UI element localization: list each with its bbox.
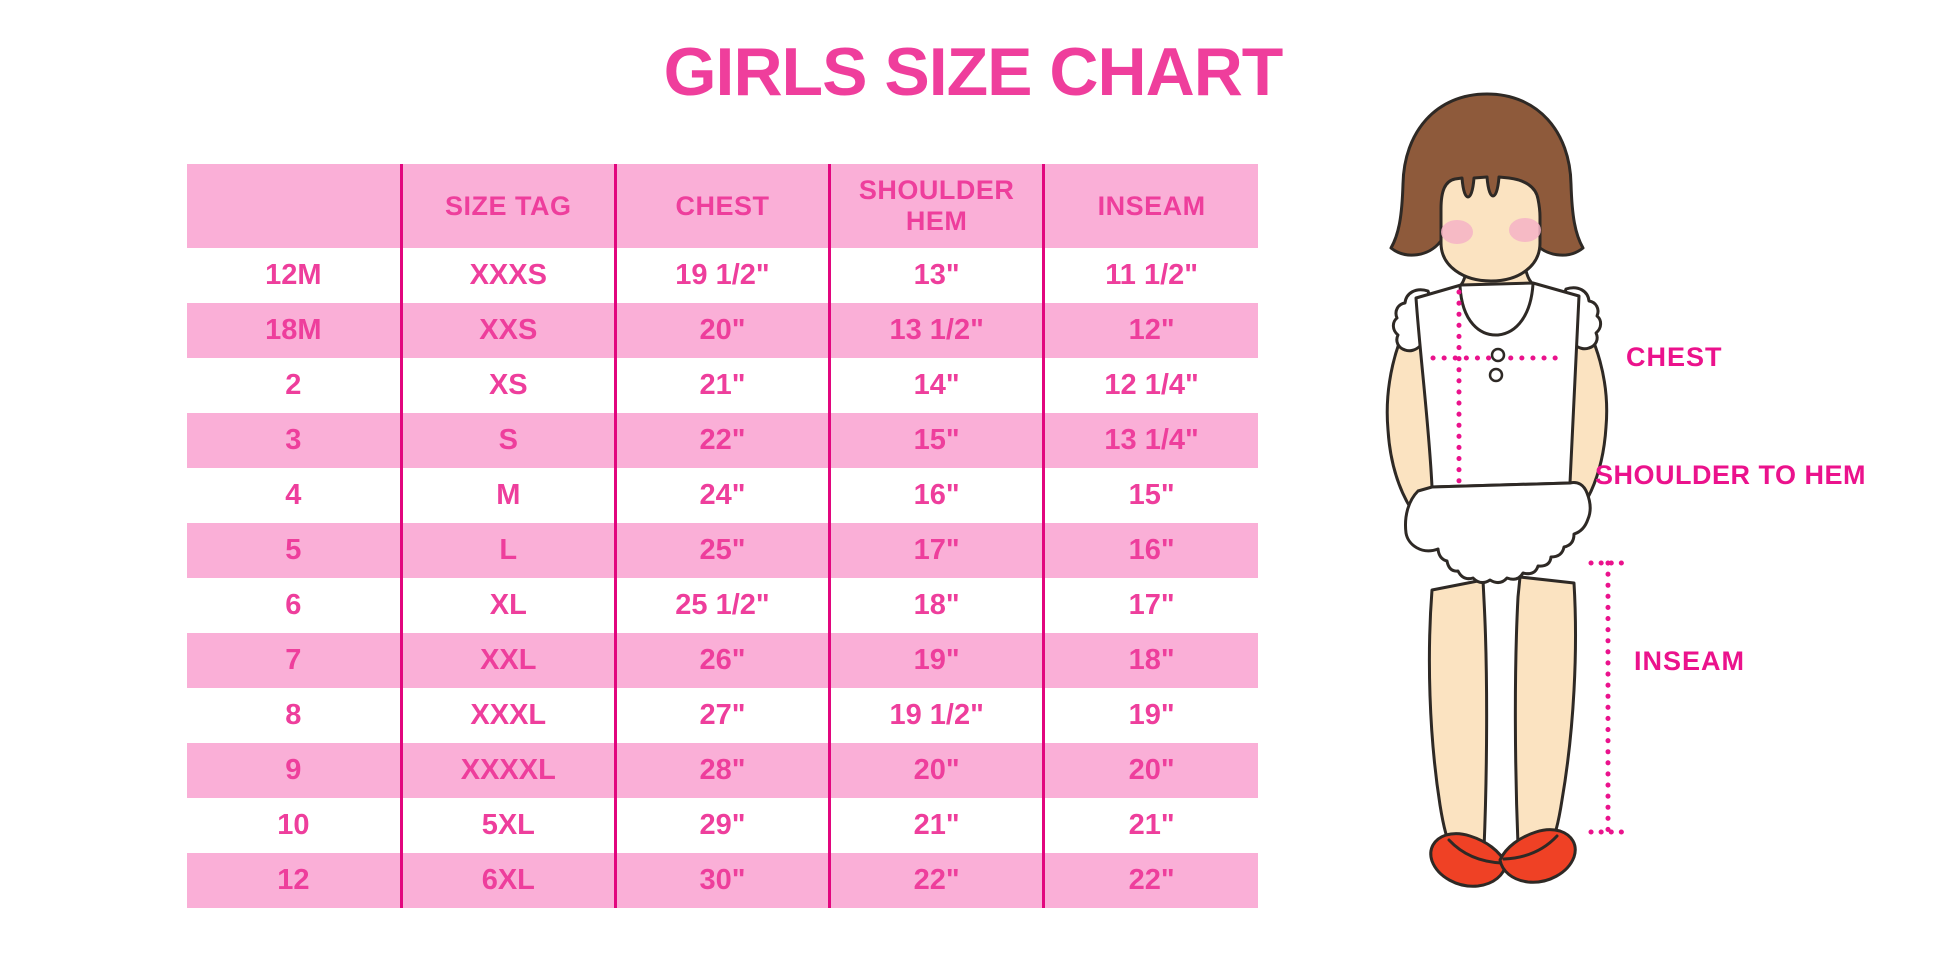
table-cell: 29": [613, 798, 830, 853]
girl-measurement-figure: [1370, 85, 1640, 905]
table-cell: 18": [828, 578, 1044, 633]
table-cell: 17": [1042, 578, 1258, 633]
girl-shoes: [1429, 828, 1577, 888]
table-cell: 24": [613, 468, 830, 523]
table-row: 5 L 25" 17" 16": [187, 523, 1258, 578]
table-cell: XXS: [399, 303, 616, 358]
table-cell: 21": [828, 798, 1044, 853]
column-header: SIZE TAG: [399, 164, 616, 248]
table-cell: 12": [1042, 303, 1258, 358]
table-cell: 15": [1042, 468, 1258, 523]
table-cell: 25": [613, 523, 830, 578]
table-row: 3 S 22" 15" 13 1/4": [187, 413, 1258, 468]
table-cell: 16": [828, 468, 1044, 523]
table-row: 7 XXL 26" 19" 18": [187, 633, 1258, 688]
table-cell: 19 1/2": [828, 688, 1044, 743]
table-cell: 7: [285, 644, 302, 676]
table-cell: 20": [828, 743, 1044, 798]
table-cell: XXXXL: [399, 743, 616, 798]
table-cell: 6XL: [399, 853, 616, 908]
measurement-lines: [1430, 289, 1628, 835]
table-cell: 21": [613, 358, 830, 413]
girl-blush: [1441, 218, 1541, 244]
table-row: 2 XS 21" 14" 12 1/4": [187, 358, 1258, 413]
girl-face: [1439, 175, 1542, 283]
table-cell: 11 1/2": [1042, 248, 1258, 303]
table-cell: 21": [1042, 798, 1258, 853]
table-cell: 27": [613, 688, 830, 743]
table-cell: 10: [277, 809, 310, 841]
column-header: [187, 164, 401, 248]
table-cell: 17": [828, 523, 1044, 578]
table-cell: XXXS: [399, 248, 616, 303]
table-cell: 22": [828, 853, 1044, 908]
girl-buttons: [1488, 347, 1506, 383]
size-table-body: 12M XXXS 19 1/2" 13" 11 1/2" 18M XXS 20" 13 1/2"…: [187, 248, 1258, 908]
table-cell: 22": [1042, 853, 1258, 908]
table-cell: 20": [613, 303, 830, 358]
table-row: 12 6XL 30" 22" 22": [187, 853, 1258, 908]
table-cell: 15": [828, 413, 1044, 468]
table-cell: 3: [285, 424, 302, 456]
table-row: 4 M 24" 16" 15": [187, 468, 1258, 523]
table-cell: 2: [285, 369, 302, 401]
shoulder-to-hem-label: SHOULDER TO HEM: [1595, 460, 1867, 490]
size-table-header: SIZE TAG CHEST SHOULDER HEM INSEAM: [187, 164, 1258, 248]
table-cell: XXL: [399, 633, 616, 688]
girl-top: [1414, 281, 1581, 489]
table-cell: 13": [828, 248, 1044, 303]
table-cell: XS: [399, 358, 616, 413]
page-title: GIRLS SIZE CHART: [663, 34, 1284, 110]
table-cell: XL: [399, 578, 616, 633]
table-cell: 9: [285, 754, 302, 786]
table-cell: 19 1/2": [613, 248, 830, 303]
table-cell: L: [399, 523, 616, 578]
table-cell: XXXL: [399, 688, 616, 743]
table-cell: 12M: [265, 259, 322, 291]
table-cell: 12 1/4": [1042, 358, 1258, 413]
table-cell: S: [399, 413, 616, 468]
size-table: SIZE TAG CHEST SHOULDER HEM INSEAM 12M XXXS 1…: [187, 164, 1258, 908]
column-header: CHEST: [613, 164, 830, 248]
table-row: 9 XXXXL 28" 20" 20": [187, 743, 1258, 798]
table-cell: 5: [285, 534, 302, 566]
chest-label: CHEST: [1626, 342, 1723, 372]
table-cell: 22": [613, 413, 830, 468]
table-cell: M: [399, 468, 616, 523]
inseam-label: INSEAM: [1634, 646, 1746, 676]
girl-illustration: [1385, 92, 1628, 888]
column-header: SHOULDER HEM: [828, 164, 1044, 248]
table-cell: 20": [1042, 743, 1258, 798]
table-cell: 5XL: [399, 798, 616, 853]
table-cell: 12: [277, 864, 310, 896]
table-row: 12M XXXS 19 1/2" 13" 11 1/2": [187, 248, 1258, 303]
table-cell: 16": [1042, 523, 1258, 578]
table-cell: 19": [1042, 688, 1258, 743]
table-row: 6 XL 25 1/2" 18" 17": [187, 578, 1258, 633]
table-row: 18M XXS 20" 13 1/2" 12": [187, 303, 1258, 358]
table-cell: 25 1/2": [613, 578, 830, 633]
table-cell: 13 1/4": [1042, 413, 1258, 468]
table-cell: 28": [613, 743, 830, 798]
table-cell: 13 1/2": [828, 303, 1044, 358]
table-cell: 18": [1042, 633, 1258, 688]
table-cell: 14": [828, 358, 1044, 413]
table-row: 8 XXXL 27" 19 1/2" 19": [187, 688, 1258, 743]
column-header: INSEAM: [1042, 164, 1258, 248]
table-cell: 4: [285, 479, 302, 511]
table-row: 10 5XL 29" 21" 21": [187, 798, 1258, 853]
table-cell: 19": [828, 633, 1044, 688]
table-cell: 30": [613, 853, 830, 908]
table-cell: 26": [613, 633, 830, 688]
table-cell: 6: [285, 589, 302, 621]
girl-skirt: [1404, 481, 1592, 585]
table-cell: 8: [285, 699, 302, 731]
girl-legs: [1427, 575, 1577, 851]
table-cell: 18M: [265, 314, 322, 346]
girl-neckline: [1458, 282, 1535, 337]
